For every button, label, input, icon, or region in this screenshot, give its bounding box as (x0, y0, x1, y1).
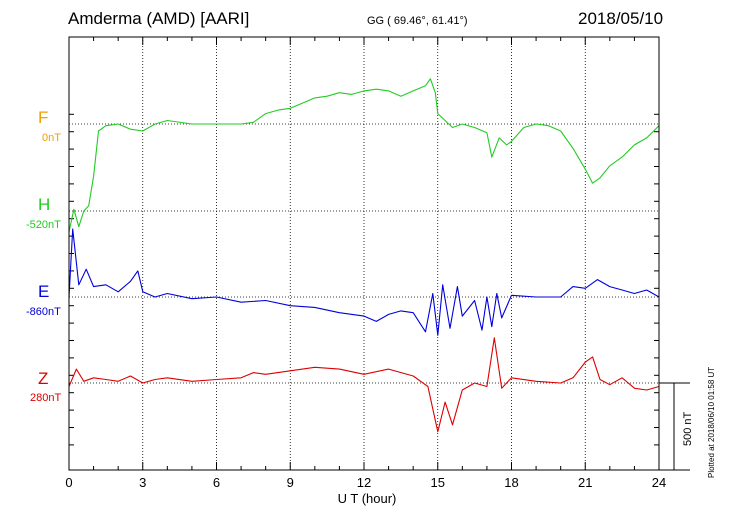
scale-bar (659, 382, 690, 471)
x-tick-label: 6 (213, 475, 220, 490)
date-label: 2018/05/10 (578, 9, 664, 28)
x-tick-label: 15 (431, 475, 445, 490)
component-f-letter: F (38, 108, 49, 127)
component-e-letter: E (38, 282, 50, 301)
x-tick-labels: 0 3 6 9 12 15 18 21 24 (65, 475, 666, 490)
plotted-timestamp: Plotted at 2018/06/10 01:58 UT (707, 366, 716, 478)
station-title: Amderma (AMD) [AARI] (68, 9, 250, 28)
component-e-baseline: -860nT (26, 306, 61, 318)
x-tick-label: 9 (287, 475, 294, 490)
series-lines (68, 78, 660, 433)
x-tick-label: 0 (65, 475, 72, 490)
scale-bar-label: 500 nT (682, 411, 694, 446)
x-tick-label: 3 (139, 475, 146, 490)
series-e-line (68, 228, 660, 336)
series-z-line (68, 337, 660, 433)
x-tick-label: 18 (504, 475, 518, 490)
plot-frame (68, 36, 660, 471)
coordinates-label: GG ( 69.46°, 61.41°) (367, 15, 468, 27)
x-tick-label: 12 (357, 475, 371, 490)
x-axis-label: U T (hour) (338, 491, 397, 506)
component-z-baseline: 280nT (30, 392, 62, 404)
component-h-letter: H (38, 195, 51, 214)
x-tick-label: 24 (652, 475, 666, 490)
component-h-baseline: -520nT (26, 219, 61, 231)
x-tick-label: 21 (578, 475, 592, 490)
component-f-baseline: 0nT (42, 132, 61, 144)
series-h-line (68, 78, 660, 233)
component-z-letter: Z (38, 369, 49, 388)
grid-lines (69, 37, 659, 470)
